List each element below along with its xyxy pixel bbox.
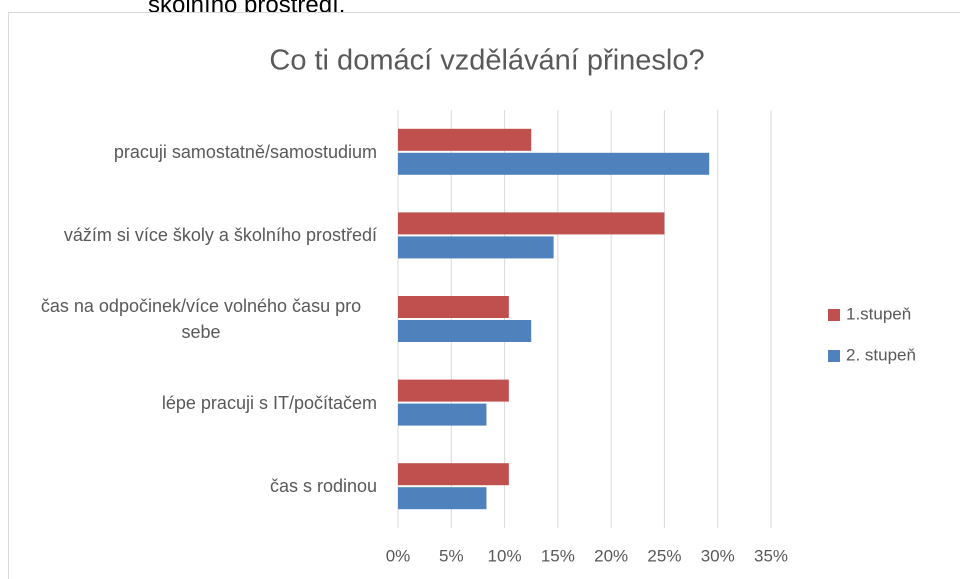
category-label-box: čas s rodinou	[10, 444, 377, 528]
bar	[398, 463, 509, 486]
chart-title: Co ti domácí vzdělávání přineslo?	[269, 45, 704, 77]
y-tick-label: lépe pracuji s IT/počítačem	[161, 392, 377, 413]
bar	[398, 128, 532, 151]
bar	[398, 403, 487, 426]
category-label-box: pracuji samostatně/samostudium	[10, 110, 377, 194]
x-tick-label: 15%	[541, 546, 575, 565]
bar	[398, 152, 710, 175]
bar	[398, 379, 509, 402]
bar	[398, 487, 487, 510]
x-tick-label: 5%	[439, 546, 464, 565]
bar	[398, 320, 532, 342]
category-label-wrap: lépe pracuji s IT/počítačem	[10, 361, 377, 445]
category-label-box: čas na odpočinek/více volného času pro s…	[10, 277, 377, 361]
x-tick-label: 30%	[701, 546, 735, 565]
legend-label: 2. stupeň	[846, 345, 916, 364]
y-tick-label: pracuji samostatně/samostudium	[113, 141, 377, 162]
bar	[398, 296, 509, 318]
category-label-box: vážím si více školy a školního prostředí	[10, 194, 377, 278]
legend-label: 1.stupeň	[846, 304, 911, 323]
x-tick-label: 0%	[386, 546, 411, 565]
category-label-wrap: čas na odpočinek/více volného času pro s…	[10, 277, 377, 361]
y-tick-label: čas s rodinou	[269, 476, 377, 497]
legend-swatch	[828, 350, 840, 362]
x-tick-label: 25%	[647, 546, 681, 565]
x-tick-label: 10%	[488, 546, 522, 565]
y-tick-label: vážím si více školy a školního prostředí	[63, 225, 377, 246]
x-tick-label: 35%	[754, 546, 788, 565]
legend-swatch	[828, 309, 840, 321]
category-label-wrap: vážím si více školy a školního prostředí	[10, 194, 377, 278]
category-label-wrap: pracuji samostatně/samostudium	[10, 110, 377, 194]
category-label-box: lépe pracuji s IT/počítačem	[10, 361, 377, 445]
category-label-wrap: čas s rodinou	[10, 444, 377, 528]
x-tick-label: 20%	[594, 546, 628, 565]
y-tick-label: čas na odpočinek/více volného času pro s…	[40, 295, 362, 342]
bar	[398, 212, 665, 235]
bar	[398, 236, 554, 259]
